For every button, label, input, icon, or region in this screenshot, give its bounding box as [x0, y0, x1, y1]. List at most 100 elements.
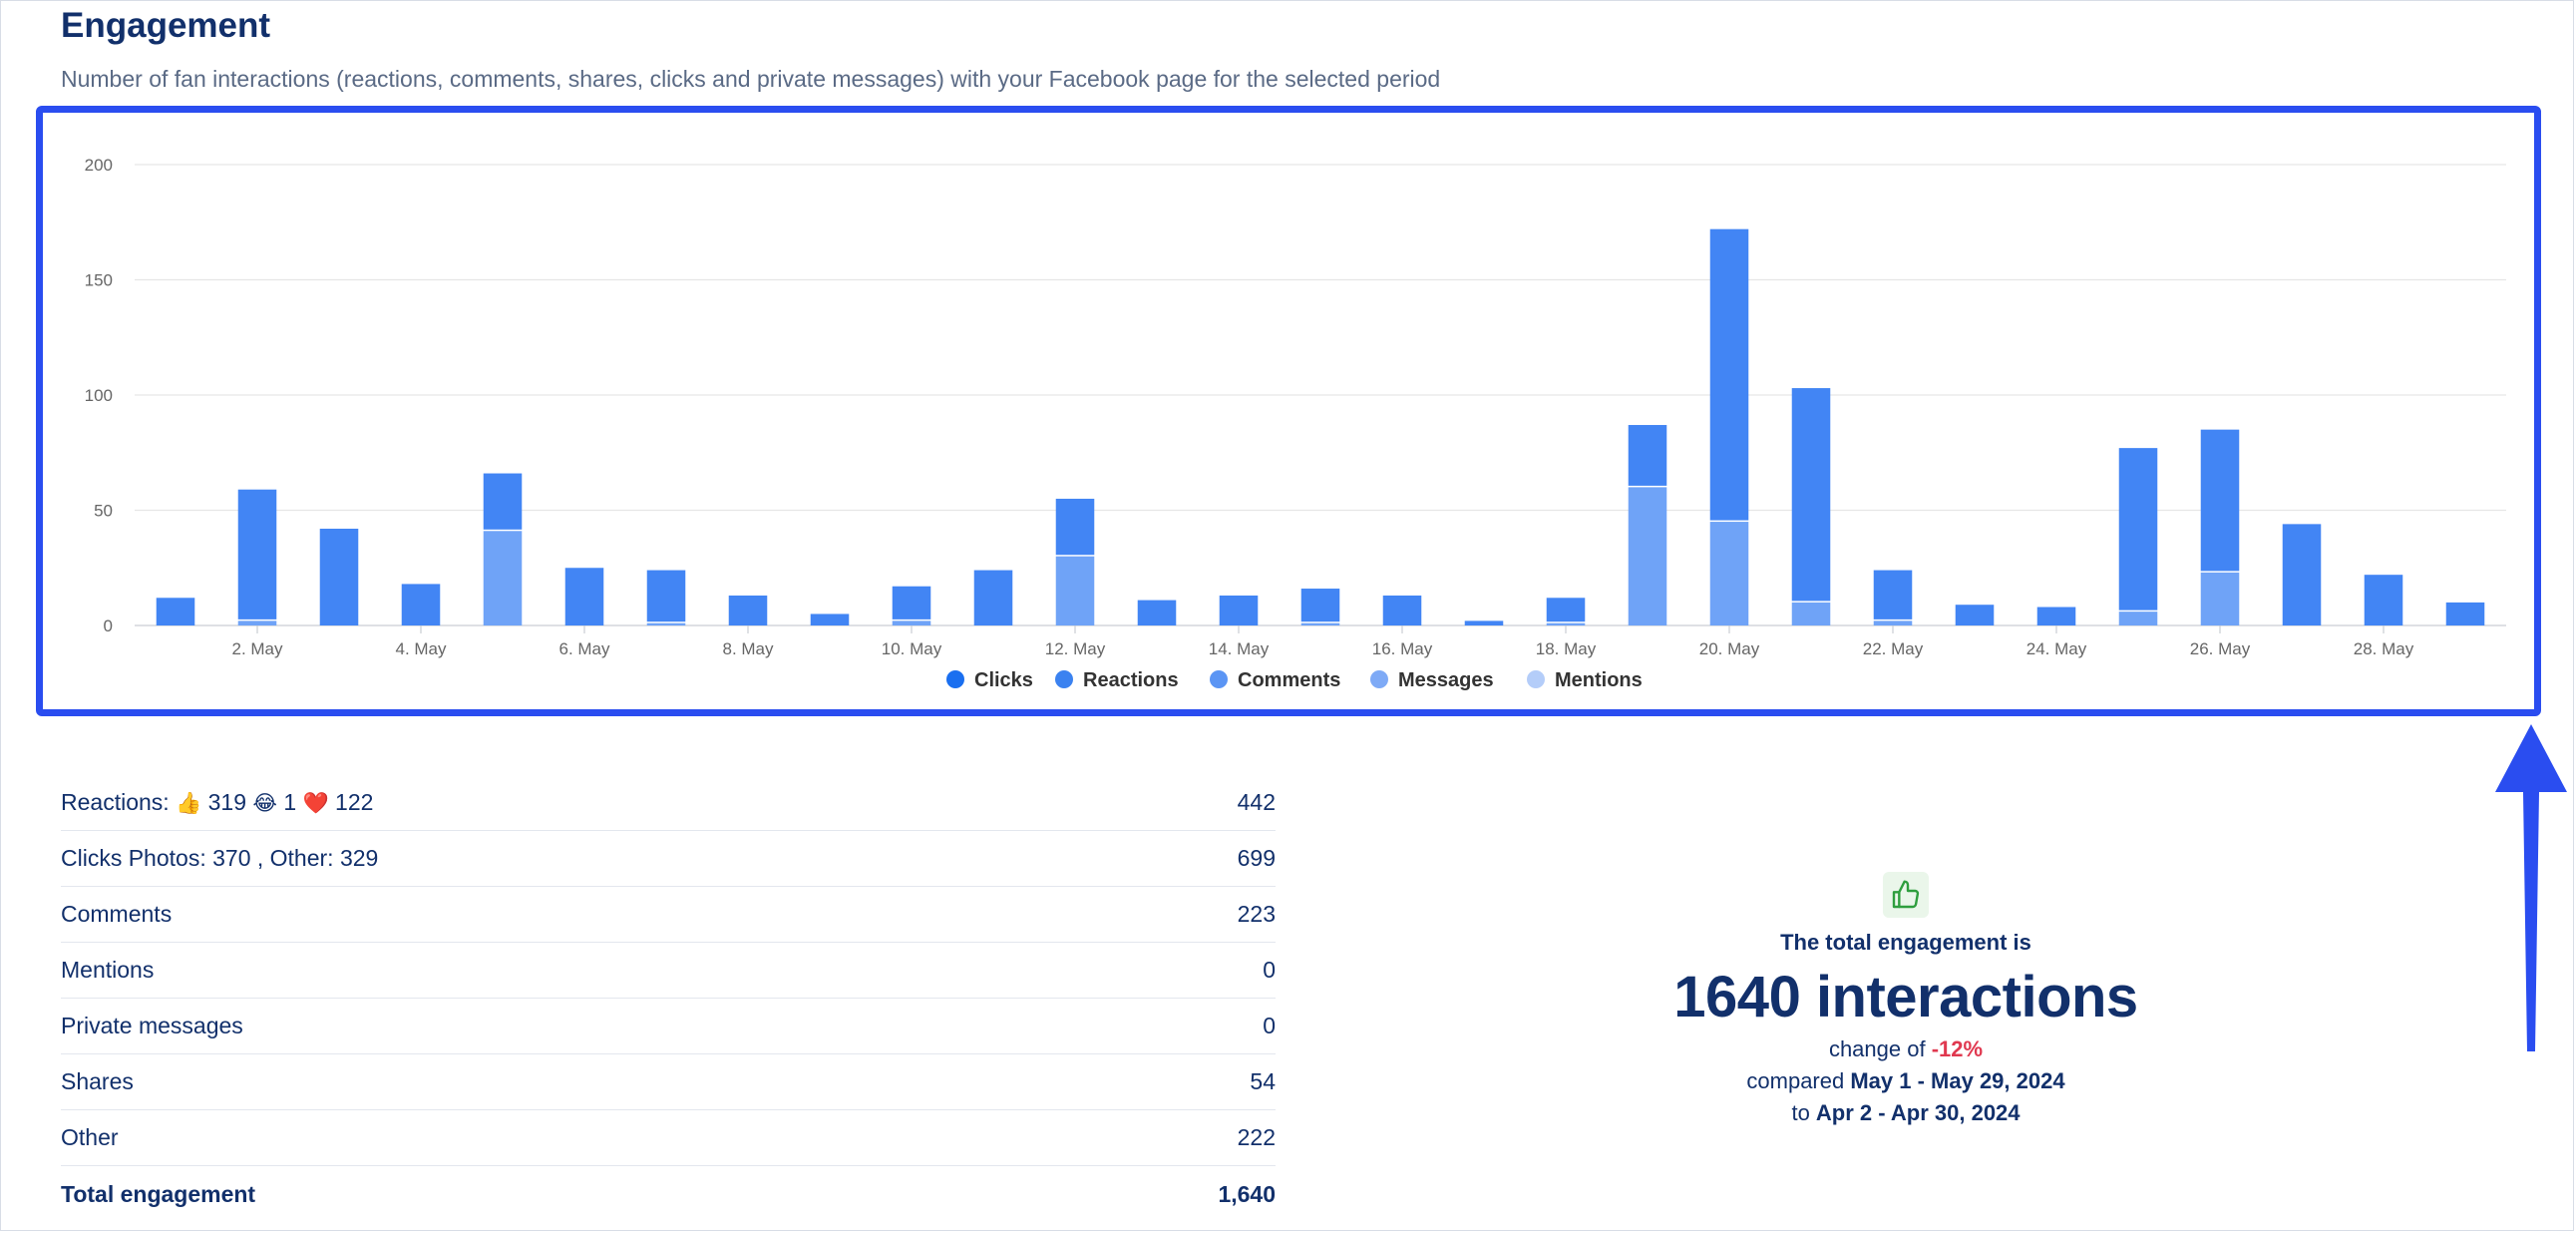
x-tick-label: 10. May [882, 639, 942, 658]
bar-clicks [2036, 607, 2076, 625]
bar-clicks [2118, 448, 2158, 611]
x-tick-label: 12. May [1045, 639, 1106, 658]
x-tick-label: 26. May [2190, 639, 2251, 658]
table-row-total: Total engagement 1,640 [61, 1166, 1276, 1222]
bar-comments [1546, 622, 1586, 625]
bar-clicks [1055, 498, 1095, 556]
x-tick-label: 18. May [1536, 639, 1597, 658]
y-tick-label: 150 [85, 271, 113, 290]
row-label-other: Other [61, 1124, 119, 1150]
bar-clicks [483, 473, 523, 530]
table-row-private-messages: Private messages 0 [61, 999, 1276, 1054]
x-tick-label: 24. May [2026, 639, 2087, 658]
thumbs-up-icon [1883, 872, 1929, 918]
bar-clicks [1382, 595, 1422, 625]
row-value-other: 222 [1237, 1124, 1276, 1150]
summary-to: to Apr 2 - Apr 30, 2024 [1791, 1100, 2021, 1125]
laughing-emoji-icon: 😂 [252, 791, 277, 815]
bar-comments [2118, 612, 2158, 625]
x-tick-label: 4. May [395, 639, 447, 658]
bar-comments [1873, 620, 1913, 625]
bar-clicks [1628, 425, 1667, 486]
table-row-comments: Comments 223 [61, 887, 1276, 943]
row-value-shares: 54 [1250, 1068, 1276, 1094]
row-label-reactions: Reactions: 👍 319 😂 1 ❤️ 122 [61, 789, 374, 815]
bar-comments [237, 620, 277, 625]
engagement-summary: The total engagement is 1640 interaction… [1607, 872, 2205, 1126]
y-tick-label: 200 [85, 156, 113, 175]
bar-comments [1300, 622, 1340, 625]
table-row-reactions: Reactions: 👍 319 😂 1 ❤️ 122 442 [61, 775, 1276, 831]
table-row-shares: Shares 54 [61, 1054, 1276, 1110]
bar-clicks [319, 528, 359, 625]
bar-clicks [1546, 598, 1586, 622]
bar-clicks [156, 598, 195, 625]
bar-clicks [564, 568, 604, 625]
table-row-mentions: Mentions 0 [61, 943, 1276, 999]
row-label-shares: Shares [61, 1068, 134, 1094]
bar-comments [892, 620, 931, 625]
bar-comments [1055, 556, 1095, 625]
bar-clicks [973, 570, 1013, 625]
table-row-other: Other 222 [61, 1110, 1276, 1166]
bar-clicks [237, 489, 277, 619]
legend-item-mentions: Mentions [1555, 669, 1643, 691]
summary-total-interactions: 1640 interactions [1673, 965, 2138, 1029]
bar-clicks [892, 586, 931, 619]
row-value-total: 1,640 [1218, 1180, 1276, 1207]
section-title: Engagement [61, 6, 271, 45]
y-tick-label: 0 [104, 616, 113, 635]
bar-clicks [1300, 589, 1340, 622]
x-tick-label: 14. May [1209, 639, 1270, 658]
previous-period: Apr 2 - Apr 30, 2024 [1815, 1100, 2021, 1125]
legend-marker [1055, 670, 1073, 688]
x-tick-label: 22. May [1863, 639, 1924, 658]
row-value-mentions: 0 [1263, 957, 1276, 983]
up-arrow-annotation-icon [2495, 724, 2567, 1051]
legend-marker [1370, 670, 1388, 688]
row-value-private-messages: 0 [1263, 1013, 1276, 1038]
bar-clicks [2364, 575, 2403, 625]
bar-comments [2200, 572, 2240, 625]
row-label-private-messages: Private messages [61, 1013, 243, 1038]
bar-clicks [1791, 388, 1831, 602]
bar-comments [646, 622, 686, 625]
x-tick-label: 8. May [722, 639, 774, 658]
bar-comments [483, 531, 523, 625]
current-period: May 1 - May 29, 2024 [1850, 1068, 2065, 1093]
row-value-comments: 223 [1237, 901, 1276, 927]
bar-clicks [1219, 595, 1259, 625]
engagement-chart: 0 50 100 150 200 2. May 4. May 6. May 8. May 10. … [36, 106, 2541, 716]
bar-clicks [1464, 620, 1504, 625]
bar-clicks [2445, 602, 2485, 625]
x-tick-label: 28. May [2354, 639, 2414, 658]
legend-marker [946, 670, 964, 688]
y-tick-label: 50 [94, 502, 113, 521]
legend-item-clicks: Clicks [974, 669, 1033, 691]
y-tick-label: 100 [85, 386, 113, 405]
legend-item-reactions: Reactions [1083, 669, 1179, 691]
summary-change: change of -12% [1828, 1036, 1984, 1061]
bar-clicks [2200, 429, 2240, 572]
bar-clicks [646, 570, 686, 622]
bar-clicks [1955, 605, 1995, 625]
bar-comments [1791, 602, 1831, 625]
summary-compared: compared May 1 - May 29, 2024 [1746, 1068, 2065, 1093]
bar-clicks [810, 614, 850, 625]
bar-clicks [2282, 524, 2322, 625]
bar-clicks [1137, 600, 1177, 625]
bar-clicks [1709, 228, 1749, 521]
thumbs-up-emoji-icon: 👍 [176, 791, 202, 815]
row-label-total: Total engagement [61, 1180, 256, 1207]
row-label-comments: Comments [61, 901, 173, 927]
x-tick-label: 16. May [1372, 639, 1433, 658]
section-subtitle: Number of fan interactions (reactions, c… [61, 66, 1441, 92]
x-tick-label: 6. May [558, 639, 610, 658]
legend-marker [1210, 670, 1228, 688]
bar-comments [1709, 522, 1749, 625]
row-label-mentions: Mentions [61, 957, 155, 983]
row-label-clicks: Clicks Photos: 370 , Other: 329 [61, 845, 379, 871]
x-tick-label: 2. May [231, 639, 283, 658]
bar-clicks [401, 584, 441, 625]
